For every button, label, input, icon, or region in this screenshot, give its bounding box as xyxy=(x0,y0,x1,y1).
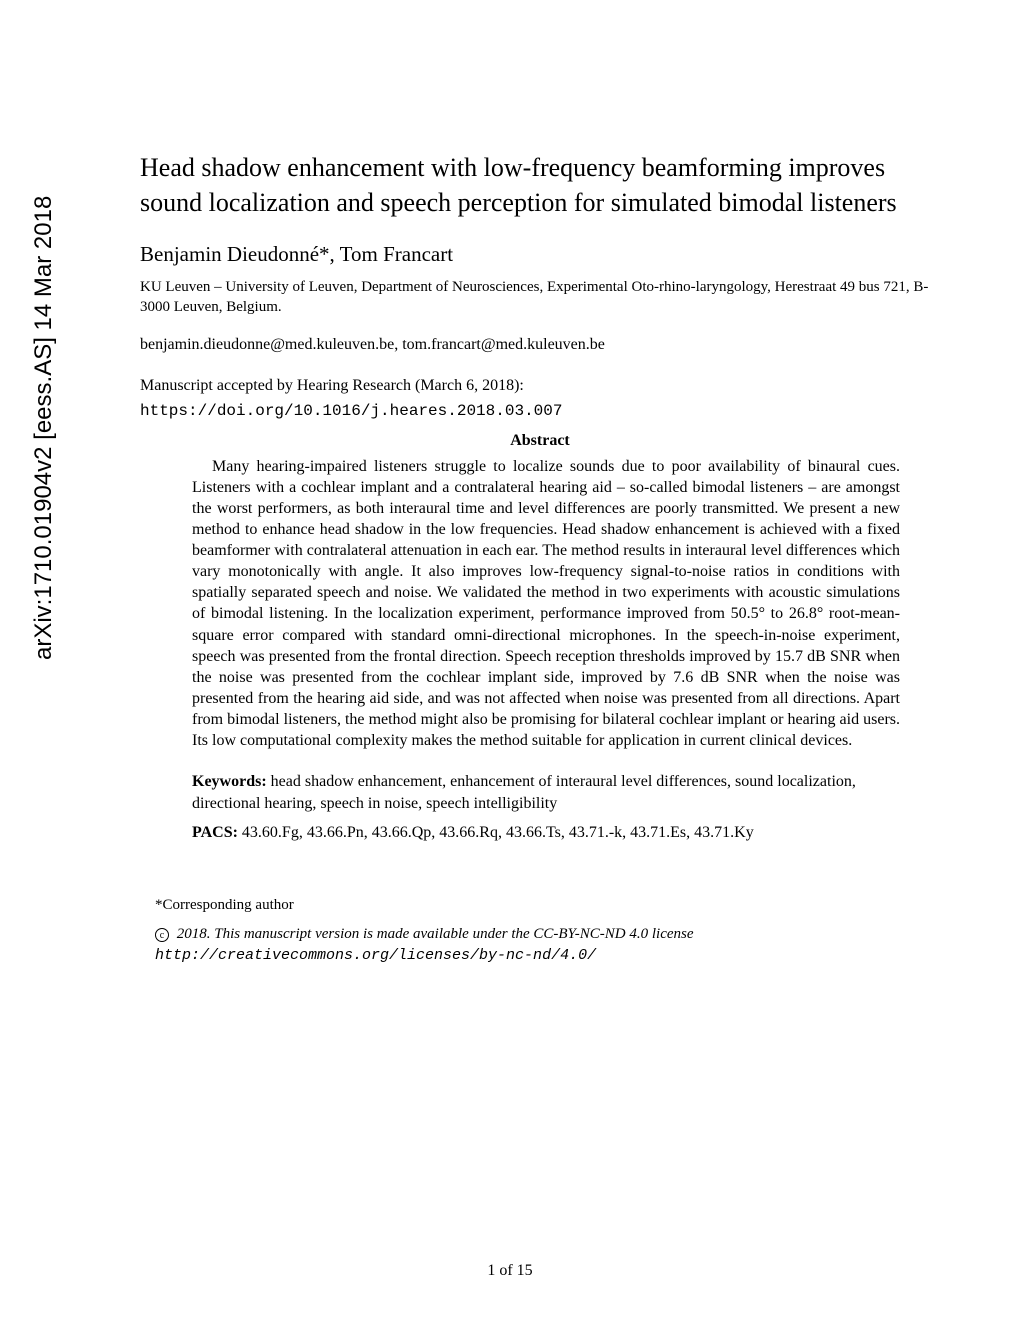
license-note: c 2018. This manuscript version is made … xyxy=(155,924,940,966)
arxiv-identifier: arXiv:1710.01904v2 [eess.AS] 14 Mar 2018 xyxy=(30,196,58,660)
abstract-heading: Abstract xyxy=(140,432,940,450)
keywords: Keywords: head shadow enhancement, enhan… xyxy=(192,771,900,814)
doi-link[interactable]: https://doi.org/10.1016/j.heares.2018.03… xyxy=(140,402,940,420)
affiliation: KU Leuven – University of Leuven, Depart… xyxy=(140,277,940,318)
page-content: Head shadow enhancement with low-frequen… xyxy=(140,150,940,966)
copyright-icon: c xyxy=(155,928,169,942)
manuscript-note: Manuscript accepted by Hearing Research … xyxy=(140,374,940,398)
page-number: 1 of 15 xyxy=(0,1262,1020,1280)
paper-title: Head shadow enhancement with low-frequen… xyxy=(140,150,940,220)
author-emails: benjamin.dieudonne@med.kuleuven.be, tom.… xyxy=(140,336,940,354)
corresponding-author-note: *Corresponding author xyxy=(155,897,940,914)
pacs-text: 43.60.Fg, 43.66.Pn, 43.66.Qp, 43.66.Rq, … xyxy=(238,824,754,841)
abstract-body: Many hearing-impaired listeners struggle… xyxy=(192,456,900,752)
authors: Benjamin Dieudonné*, Tom Francart xyxy=(140,242,940,267)
keywords-text: head shadow enhancement, enhancement of … xyxy=(192,773,856,812)
license-text: 2018. This manuscript version is made av… xyxy=(173,926,694,942)
pacs: PACS: 43.60.Fg, 43.66.Pn, 43.66.Qp, 43.6… xyxy=(192,824,900,842)
keywords-label: Keywords: xyxy=(192,773,267,790)
pacs-label: PACS: xyxy=(192,824,238,841)
license-url[interactable]: http://creativecommons.org/licenses/by-n… xyxy=(155,947,596,964)
